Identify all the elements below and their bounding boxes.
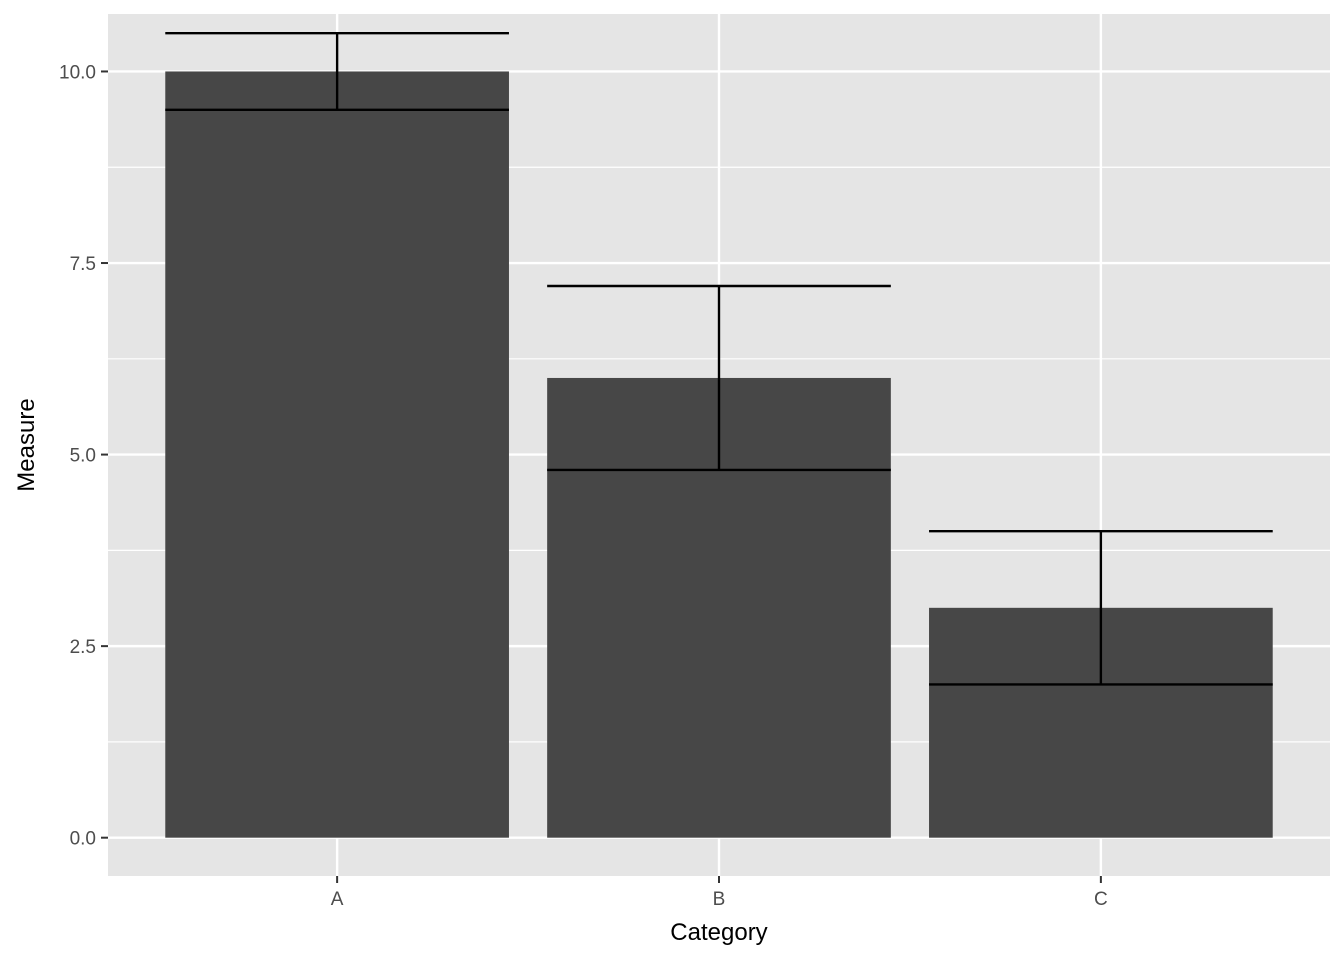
bar-A — [165, 71, 509, 838]
y-axis-title: Measure — [13, 398, 40, 491]
y-tick-label: 0.0 — [70, 829, 96, 850]
x-tick-label: A — [331, 889, 344, 910]
x-axis: A B C — [331, 876, 1108, 910]
x-tick-label: C — [1094, 889, 1108, 910]
x-tick-label: B — [713, 889, 726, 910]
error-bars — [165, 31, 1273, 686]
y-tick-label: 2.5 — [70, 637, 96, 658]
x-axis-title: Category — [670, 919, 767, 946]
y-tick-label: 10.0 — [59, 62, 96, 83]
y-tick-label: 5.0 — [70, 446, 96, 467]
y-tick-label: 7.5 — [70, 254, 96, 275]
bars — [165, 71, 1273, 838]
y-axis: 0.0 2.5 5.0 7.5 10.0 — [59, 62, 108, 850]
